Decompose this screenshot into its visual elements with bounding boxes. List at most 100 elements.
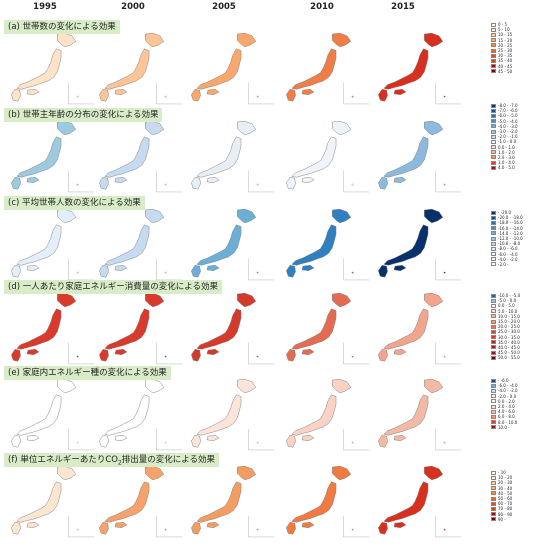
shikoku-region — [206, 349, 220, 355]
hokkaido-region — [145, 292, 165, 308]
legend-label: -18.0 - -16.0 — [498, 220, 523, 226]
legend-item: 0 - 5 — [491, 22, 512, 27]
legend-item: 15.0 - 20.0 — [491, 319, 520, 324]
legend-swatch — [491, 43, 496, 48]
legend-item: 30 - 35 — [491, 53, 512, 58]
legend-item: -10.0 - -5.0 — [491, 293, 520, 298]
legend-label: -4.0 - -2.0 — [498, 256, 518, 262]
legend-swatch — [491, 220, 496, 225]
shikoku-region — [301, 349, 315, 355]
kyushu-region — [191, 176, 201, 190]
legend-item: 3.0 - 4.0 — [491, 160, 518, 165]
japan-map-2000 — [99, 32, 183, 105]
legend-item: -5.0 - -4.0 — [491, 119, 518, 124]
hokkaido-region — [57, 208, 77, 224]
japan-map-2000 — [99, 120, 183, 193]
honshu-region — [104, 224, 150, 266]
okinawa-inset-frame — [435, 82, 462, 105]
okinawa-inset-frame — [68, 82, 95, 105]
okinawa-inset-frame — [68, 258, 95, 281]
legend-item: 0.0 - 1.0 — [491, 145, 518, 150]
okinawa-inset-frame — [68, 515, 95, 538]
legend-item: 20.0 - 25.0 — [491, 324, 520, 329]
year-label-2010: 2010 — [310, 2, 334, 12]
legend-item: 10.0 - — [491, 425, 518, 430]
shikoku-region — [206, 89, 220, 95]
legend-swatch — [491, 226, 496, 231]
japan-map-2000 — [99, 292, 183, 365]
honshu-region — [104, 48, 150, 90]
okinawa-inset-frame — [343, 342, 370, 365]
legend-label: 35.0 - 40.0 — [498, 339, 520, 345]
legend-swatch — [491, 215, 496, 220]
japan-map-2015 — [378, 378, 462, 451]
okinawa-inset-frame — [248, 342, 275, 365]
legend-item: 30 - 40 — [491, 486, 512, 491]
shikoku-region — [301, 89, 315, 95]
legend-item: 80 - 90 — [491, 512, 512, 517]
legend-label: 45.0 - 50.0 — [498, 350, 520, 356]
japan-map-2015 — [378, 32, 462, 105]
shikoku-region — [206, 435, 220, 441]
japan-map-1995 — [11, 120, 95, 193]
legend-item: - -20.0 — [491, 210, 523, 215]
legend-swatch — [491, 108, 496, 113]
okinawa-island — [351, 355, 354, 358]
legend-label: 10.0 - 15.0 — [498, 313, 520, 319]
honshu-region — [196, 308, 242, 350]
okinawa-island — [256, 528, 259, 531]
legend-label: -2.0 - 0.0 — [498, 393, 517, 399]
okinawa-island — [256, 441, 259, 444]
legend-item: -4.0 - -2.0 — [491, 388, 518, 393]
legend-item: -2.0 - — [491, 262, 523, 267]
okinawa-island — [256, 95, 259, 98]
honshu-region — [196, 224, 242, 266]
legend-swatch — [491, 155, 496, 160]
legend-swatch — [491, 150, 496, 155]
okinawa-island — [164, 355, 167, 358]
japan-map-2015 — [378, 208, 462, 281]
japan-map-2010 — [286, 120, 370, 193]
map-row — [0, 453, 480, 545]
legend-item: 0.0 - 5.0 — [491, 303, 520, 308]
japan-map-1995 — [11, 208, 95, 281]
legend-label: -4.0 - -2.0 — [498, 388, 518, 394]
shikoku-region — [301, 265, 315, 271]
legend-label: 50 - 60 — [498, 495, 513, 501]
hokkaido-region — [332, 292, 352, 308]
legend-swatch — [491, 246, 496, 251]
legend-label: -10.0 - -5.0 — [498, 293, 521, 298]
okinawa-inset-frame — [435, 515, 462, 538]
shikoku-region — [26, 522, 40, 528]
legend-swatch — [491, 241, 496, 246]
panel-f: (f) 単位エネルギーあたりCO2排出量の変化による効果 — [0, 453, 540, 545]
legend-item: -8.0 - -7.0 — [491, 103, 518, 108]
okinawa-inset-frame — [156, 170, 183, 193]
japan-map-2010 — [286, 208, 370, 281]
legend-swatch — [491, 475, 496, 480]
legend-item: 10.0 - 15.0 — [491, 314, 520, 319]
legend-swatch — [491, 231, 496, 236]
legend-swatch — [491, 210, 496, 215]
japan-map-2010 — [286, 32, 370, 105]
okinawa-island — [164, 441, 167, 444]
legend-item: -1.0 - 0.0 — [491, 139, 518, 144]
shikoku-region — [393, 349, 407, 355]
shikoku-region — [206, 177, 220, 183]
legend-item: -12.0 - -10.0 — [491, 236, 523, 241]
legend-label: 70 - 80 — [498, 506, 513, 512]
legend-swatch — [491, 491, 496, 496]
kyushu-region — [99, 88, 109, 102]
legend-swatch — [491, 517, 496, 522]
okinawa-inset-frame — [343, 515, 370, 538]
japan-map-2010 — [286, 465, 370, 538]
legend-label: -12.0 - -10.0 — [498, 235, 523, 241]
japan-map-2005 — [191, 32, 275, 105]
panel-a: (a) 世帯数の変化による効果 — [0, 20, 540, 112]
legend-label: 35 - 40 — [498, 58, 513, 64]
kyushu-region — [11, 264, 21, 278]
honshu-region — [291, 481, 337, 523]
legend-label: 30.0 - 35.0 — [498, 334, 520, 340]
legend-label: 20.0 - 25.0 — [498, 324, 520, 330]
